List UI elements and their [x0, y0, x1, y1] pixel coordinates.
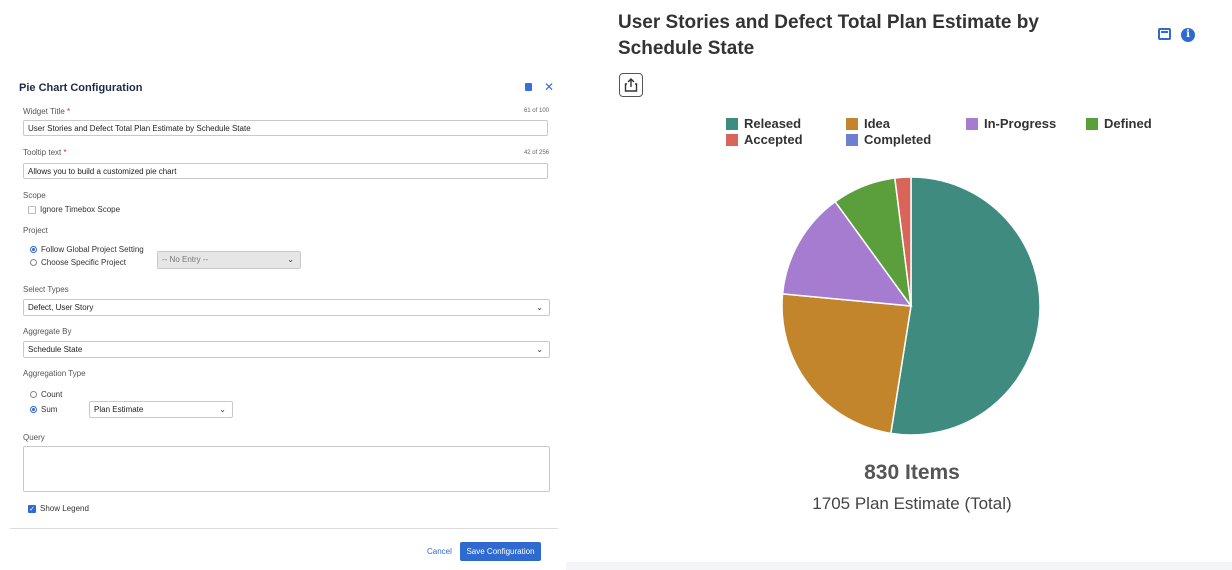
legend-swatch — [846, 117, 858, 130]
aggregate-by-label: Aggregate By — [23, 327, 72, 336]
select-types-value: Defect, User Story — [28, 303, 94, 312]
chevron-down-icon: ⌄ — [536, 345, 543, 354]
pie-slice-defined[interactable] — [834, 177, 912, 307]
choose-specific-label: Choose Specific Project — [41, 258, 126, 267]
sum-row[interactable]: Sum — [30, 405, 57, 414]
chevron-down-icon: ⌄ — [287, 255, 294, 264]
query-textarea[interactable] — [23, 446, 550, 492]
legend-swatch — [726, 133, 738, 146]
aggregate-by-dropdown[interactable]: Schedule State ⌄ — [23, 341, 550, 358]
pie-slice-in-progress[interactable] — [781, 200, 913, 307]
tooltip-counter: 42 of 256 — [523, 150, 549, 156]
required-mark: * — [63, 148, 67, 157]
choose-specific-radio[interactable] — [30, 259, 37, 266]
sum-radio[interactable] — [30, 406, 37, 413]
legend-label: Released — [744, 116, 802, 131]
legend-label: Completed — [864, 132, 932, 147]
sum-label: Sum — [41, 405, 58, 414]
chevron-down-icon: ⌄ — [536, 303, 543, 312]
tooltip-label-text: Tooltip text — [23, 148, 62, 157]
plan-estimate-total: 1705 Plan Estimate (Total) — [812, 494, 1012, 513]
legend-item-idea[interactable]: Idea — [846, 116, 890, 131]
footer-divider — [10, 528, 558, 529]
aggregate-by-value: Schedule State — [28, 345, 83, 354]
widget-title: User Stories and Defect Total Plan Estim… — [618, 12, 1039, 59]
tooltip-input[interactable]: Allows you to build a customized pie cha… — [23, 163, 548, 179]
required-mark: * — [67, 107, 71, 116]
calendar-icon[interactable] — [1158, 28, 1171, 40]
aggregation-type-label: Aggregation Type — [23, 369, 86, 378]
ignore-timebox-label: Ignore Timebox Scope — [40, 205, 121, 214]
legend-label: Defined — [1104, 116, 1152, 131]
legend-item-defined[interactable]: Defined — [1086, 116, 1152, 131]
project-label: Project — [23, 226, 48, 235]
legend-item-accepted[interactable]: Accepted — [726, 132, 803, 147]
pie-chart-config-panel: Pie Chart Configuration ✕ Widget Title *… — [0, 0, 560, 570]
config-title: Pie Chart Configuration — [19, 82, 143, 94]
ignore-timebox-row[interactable]: Ignore Timebox Scope — [28, 205, 120, 214]
widget-title-counter: 61 of 100 — [523, 108, 549, 114]
follow-global-radio[interactable] — [30, 246, 37, 253]
config-header: Pie Chart Configuration ✕ — [19, 80, 554, 96]
select-types-label: Select Types — [23, 285, 69, 294]
widget-header-icons: i — [1158, 28, 1195, 42]
count-radio[interactable] — [30, 391, 37, 398]
ignore-timebox-checkbox[interactable] — [28, 205, 36, 214]
query-label: Query — [23, 433, 45, 442]
legend-item-completed[interactable]: Completed — [846, 132, 931, 147]
close-icon[interactable]: ✕ — [543, 80, 554, 94]
project-select-value: -- No Entry -- — [162, 255, 209, 264]
sum-field-dropdown[interactable]: Plan Estimate ⌄ — [89, 401, 233, 418]
widget-title-label: Widget Title * — [23, 107, 70, 116]
select-types-dropdown[interactable]: Defect, User Story ⌄ — [23, 299, 550, 316]
show-legend-checkbox[interactable]: ✓ — [28, 504, 36, 513]
save-configuration-button[interactable]: Save Configuration — [460, 542, 541, 561]
sum-field-value: Plan Estimate — [94, 405, 144, 414]
legend-label: In-Progress — [984, 116, 1057, 131]
pie-slice-idea[interactable] — [781, 293, 912, 435]
widget-title-label-text: Widget Title — [23, 107, 65, 116]
legend-label: Accepted — [744, 132, 803, 147]
follow-global-row[interactable]: Follow Global Project Setting — [30, 245, 144, 254]
legend-item-released[interactable]: Released — [726, 116, 801, 131]
scope-label: Scope — [23, 191, 46, 200]
items-count: 830 Items — [864, 461, 960, 484]
show-legend-label: Show Legend — [40, 504, 89, 513]
legend-swatch — [726, 117, 738, 130]
legend-swatch — [846, 133, 858, 146]
chevron-down-icon: ⌄ — [219, 405, 226, 414]
widget-bottom-strip — [566, 562, 1232, 570]
legend-swatch — [1086, 117, 1098, 130]
share-icon — [624, 78, 638, 92]
cancel-button[interactable]: Cancel — [427, 547, 452, 556]
tooltip-label: Tooltip text * — [23, 148, 67, 157]
count-row[interactable]: Count — [30, 390, 62, 399]
count-label: Count — [41, 390, 63, 399]
legend-swatch — [966, 117, 978, 130]
legend-label: Idea — [864, 116, 891, 131]
legend-item-in-progress[interactable]: In-Progress — [966, 116, 1056, 131]
choose-specific-row[interactable]: Choose Specific Project — [30, 258, 126, 267]
widget-title-input[interactable]: User Stories and Defect Total Plan Estim… — [23, 120, 548, 136]
follow-global-label: Follow Global Project Setting — [41, 245, 144, 254]
share-export-button[interactable] — [619, 73, 643, 97]
pie-slice-accepted[interactable] — [893, 176, 912, 307]
config-header-icons: ✕ — [524, 80, 554, 94]
pie-slice-released[interactable] — [889, 176, 1041, 436]
project-select[interactable]: -- No Entry -- ⌄ — [157, 251, 301, 269]
show-legend-row[interactable]: ✓ Show Legend — [28, 504, 89, 513]
chart-widget: User Stories and Defect Total Plan Estim… — [566, 0, 1232, 570]
info-icon[interactable]: i — [1181, 28, 1195, 42]
book-icon[interactable] — [524, 83, 532, 91]
